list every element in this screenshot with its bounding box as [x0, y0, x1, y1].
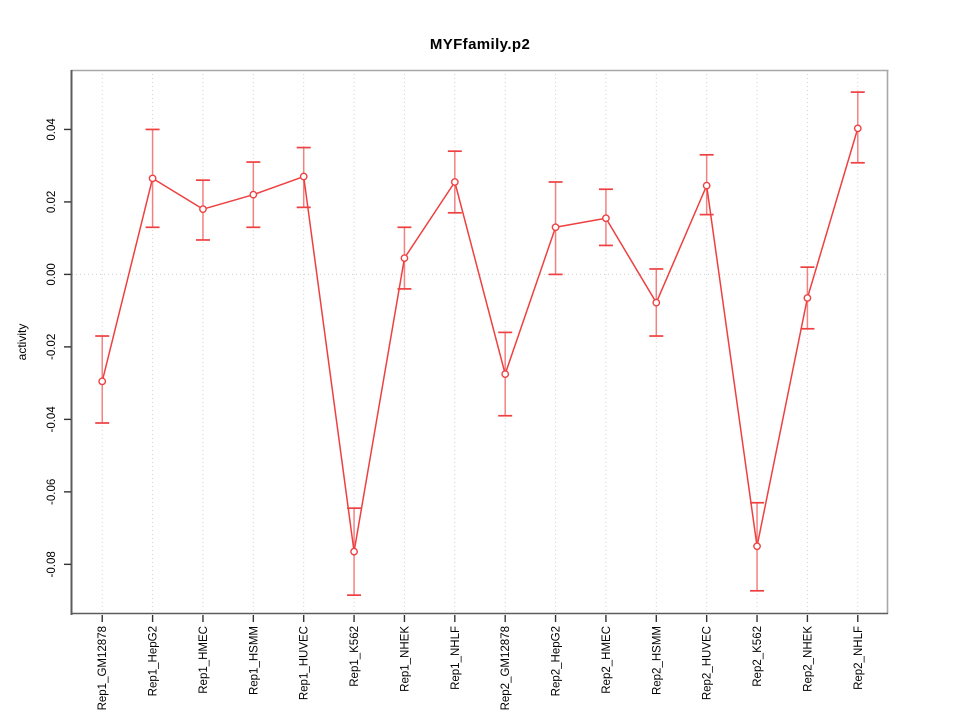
data-point — [350, 547, 358, 556]
x-axis-ticks — [101, 615, 859, 622]
data-point — [602, 214, 610, 223]
x-tick-label: Rep1_HepG2 — [148, 626, 160, 696]
data-point — [199, 205, 207, 214]
x-tick-label: Rep2_K562 — [752, 626, 764, 687]
gridlines — [72, 70, 888, 614]
data-point — [249, 190, 258, 199]
x-axis-labels: Rep1_GM12878 Rep1_HepG2 Rep1_HMEC Rep1_HSMM… — [97, 626, 865, 711]
plot-frame — [70, 69, 889, 615]
x-tick-label: Rep1_HUVEC — [299, 626, 311, 700]
error-bars — [95, 91, 865, 597]
data-point — [702, 181, 711, 190]
x-tick-label: Rep2_HSMM — [651, 626, 663, 695]
data-point — [803, 294, 812, 302]
x-tick-label: Rep2_GM12878 — [500, 626, 512, 710]
y-tick-label: -0.06 — [46, 479, 58, 505]
x-tick-label: Rep1_HMEC — [198, 626, 210, 694]
x-tick-label: Rep2_HMEC — [601, 626, 613, 694]
data-point — [400, 254, 409, 262]
data-point — [148, 174, 157, 183]
y-tick-label: 0.04 — [46, 118, 58, 141]
data-point — [450, 178, 459, 186]
x-tick-label: Rep2_NHLF — [853, 626, 865, 690]
data-points — [98, 124, 862, 556]
data-point — [98, 377, 107, 386]
y-tick-label: -0.08 — [46, 551, 58, 577]
x-tick-label: Rep1_HSMM — [248, 626, 260, 695]
data-point — [853, 124, 862, 133]
y-axis-ticks — [64, 128, 71, 566]
x-tick-label: Rep2_NHEK — [802, 626, 814, 692]
data-point — [551, 223, 560, 232]
y-tick-label: 0.02 — [46, 191, 58, 213]
data-point — [753, 542, 761, 551]
data-point — [501, 370, 510, 378]
x-tick-label: Rep1_NHEK — [399, 626, 411, 692]
series-line — [101, 128, 859, 553]
x-tick-label: Rep1_NHLF — [450, 626, 462, 690]
x-tick-label: Rep1_GM12878 — [97, 626, 109, 710]
x-tick-label: Rep2_HUVEC — [702, 626, 714, 700]
x-tick-label: Rep1_K562 — [349, 626, 361, 687]
chart-title: MYFfamily.p2 — [429, 36, 531, 53]
x-tick-label: Rep2_HepG2 — [551, 626, 563, 696]
y-axis-title: activity — [15, 324, 29, 361]
data-point — [652, 298, 661, 307]
y-tick-label: -0.04 — [46, 406, 58, 433]
y-tick-label: -0.02 — [46, 334, 58, 360]
y-axis-labels: 0.04 0.02 0.00 -0.02 -0.04 -0.06 -0.08 — [46, 118, 58, 578]
y-tick-label: 0.00 — [46, 263, 58, 285]
data-point — [299, 172, 308, 181]
